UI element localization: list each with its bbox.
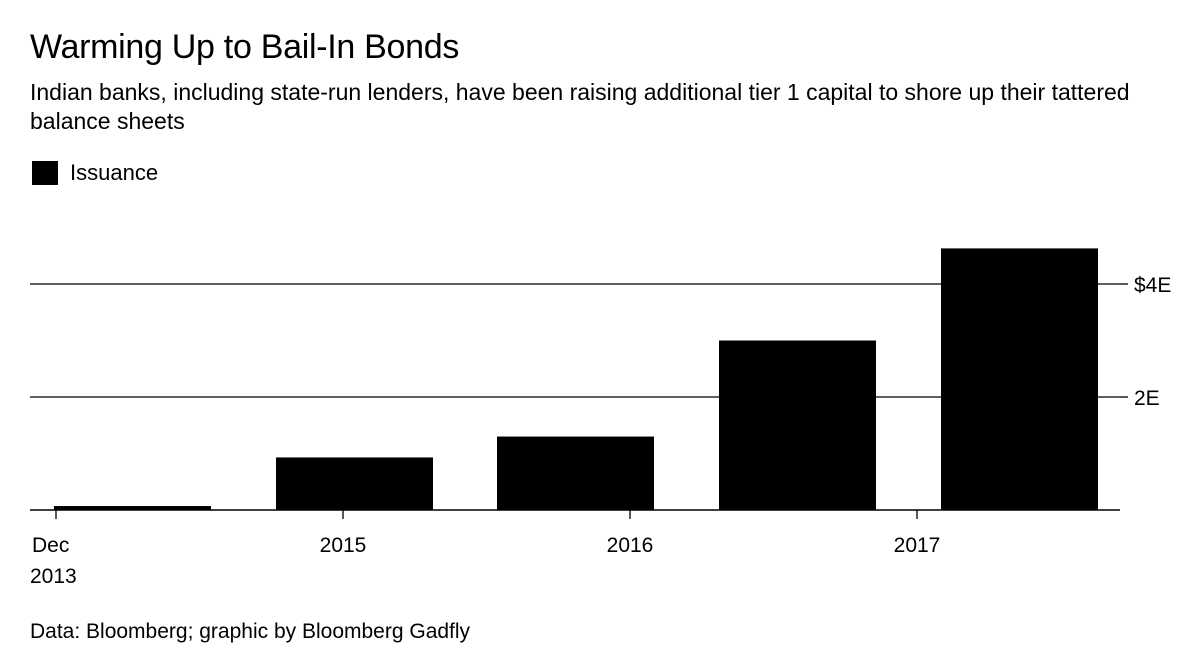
- y-tick-label-0: 2E: [1134, 387, 1160, 410]
- bar-3: [719, 340, 876, 510]
- x-tick-label-0: Dec: [32, 534, 69, 557]
- bar-1: [276, 457, 433, 510]
- chart-subtitle: Indian banks, including state-run lender…: [30, 79, 1130, 134]
- axes: 2E $4E Dec 2013 2015 2016 2017: [30, 274, 1171, 588]
- x-tick-label-3: 2017: [894, 534, 941, 557]
- x-tick-label-2: 2016: [607, 534, 654, 557]
- x-tick-label-1: 2015: [320, 534, 367, 557]
- gridlines: [30, 283, 1128, 398]
- bar-4: [941, 248, 1098, 510]
- x-tick-label-0-line2: 2013: [30, 565, 77, 588]
- bars: [54, 248, 1098, 510]
- legend-swatch-issuance: [32, 161, 58, 185]
- bar-chart: 2E $4E Dec 2013 2015 2016 2017: [30, 248, 1171, 588]
- bar-0: [54, 506, 211, 510]
- chart-title: Warming Up to Bail-In Bonds: [30, 28, 460, 66]
- bar-2: [497, 436, 654, 510]
- legend: Issuance: [32, 160, 158, 186]
- source-note: Data: Bloomberg; graphic by Bloomberg Ga…: [30, 620, 471, 643]
- y-tick-label-1: $4E: [1134, 274, 1171, 297]
- legend-label-issuance: Issuance: [70, 160, 159, 185]
